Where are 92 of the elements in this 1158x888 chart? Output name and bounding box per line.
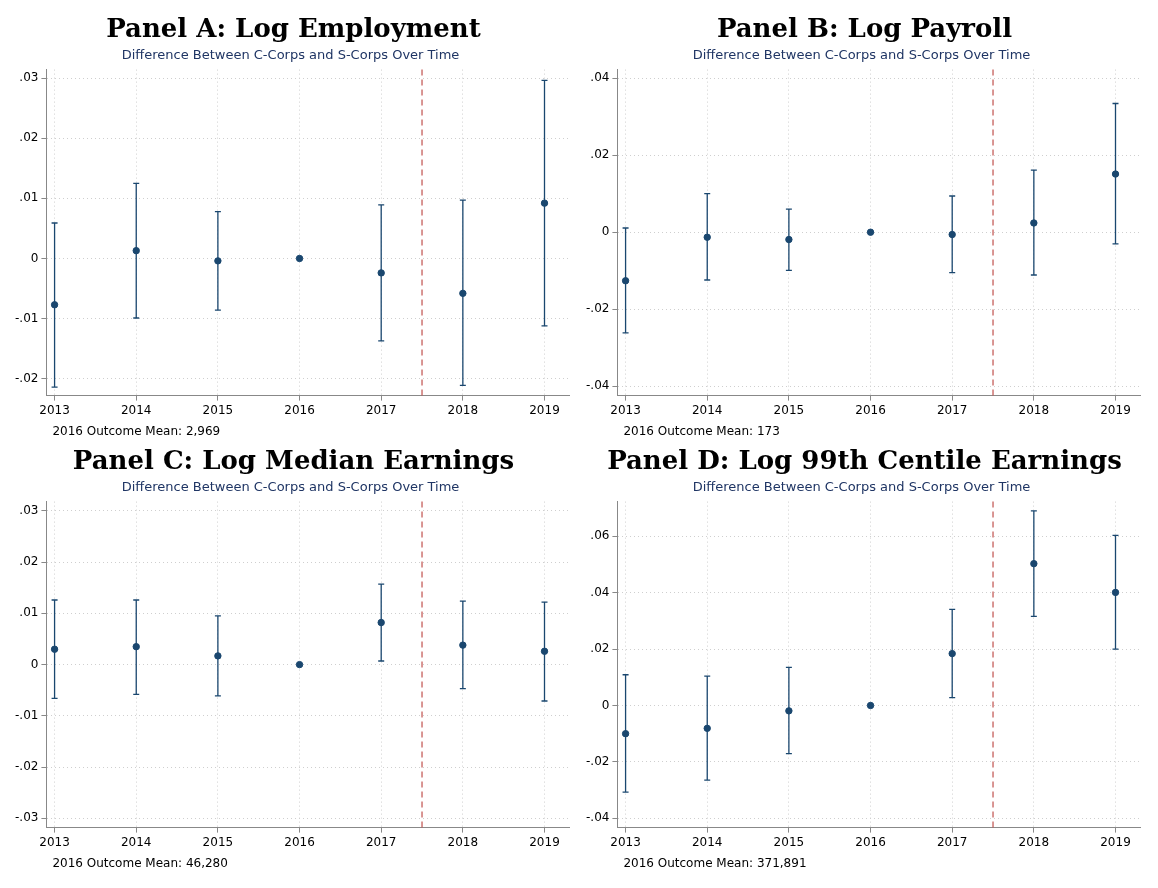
- point: [540, 199, 549, 207]
- point: [866, 228, 875, 236]
- y-tick-label: .02: [19, 554, 39, 569]
- point: [132, 642, 140, 651]
- point: [621, 729, 630, 738]
- point: [785, 235, 793, 244]
- chart-subtitle: Difference Between C-Corps and S-Corps Over Time: [692, 47, 1031, 63]
- y-tick-label: -.01: [14, 310, 39, 325]
- chart-subtitle: Difference Between C-Corps and S-Corps Over Time: [121, 47, 460, 63]
- x-tick-label: 2013: [610, 834, 641, 849]
- point: [948, 649, 956, 658]
- x-tick-label: 2019: [529, 402, 560, 417]
- y-tick-label: .03: [19, 502, 39, 517]
- x-tick-label: 2017: [365, 834, 397, 849]
- point: [459, 641, 467, 649]
- text: 2016 Outcome Mean: 46,280: [52, 856, 228, 871]
- point: [1111, 588, 1120, 597]
- x-tick-label: 2014: [691, 402, 723, 417]
- point: [459, 289, 467, 298]
- x-tick-label: 2015: [773, 834, 805, 849]
- x-tick-label: 2015: [773, 402, 805, 417]
- y-tick-label: 0: [30, 656, 39, 671]
- y-tick-label: -.04: [585, 378, 610, 393]
- y-tick-label: -.02: [14, 370, 39, 385]
- point: [214, 257, 222, 265]
- y-tick-label: .03: [19, 70, 39, 85]
- chart-title: Panel A: Log Employment: [105, 12, 482, 45]
- y-tick-label: .02: [590, 147, 610, 162]
- x-tick-label: 2017: [936, 402, 968, 417]
- x-tick-label: 2015: [202, 402, 234, 417]
- point: [214, 652, 222, 660]
- y-tick-label: -.03: [14, 810, 39, 825]
- x-tick-label: 2015: [202, 834, 234, 849]
- point: [50, 301, 59, 309]
- y-tick-label: 0: [30, 250, 39, 265]
- point: [785, 707, 793, 715]
- point: [377, 618, 385, 627]
- point: [50, 645, 59, 653]
- y-tick-label: 0: [601, 697, 610, 712]
- x-tick-label: 2016: [284, 402, 315, 417]
- text: 2016 Outcome Mean: 2,969: [52, 424, 221, 439]
- y-tick-label: -.02: [585, 754, 610, 769]
- y-tick-label: .04: [590, 584, 610, 599]
- x-tick-label: 2018: [447, 402, 479, 417]
- y-tick-label: -.02: [14, 759, 39, 774]
- x-tick-label: 2014: [120, 402, 152, 417]
- point: [703, 724, 711, 733]
- point: [1030, 219, 1038, 227]
- point: [295, 660, 304, 669]
- text: 2016 Outcome Mean: 371,891: [623, 856, 807, 871]
- chart-title: Panel B: Log Payroll: [715, 12, 1014, 45]
- x-tick-label: 2018: [1018, 834, 1050, 849]
- chart-title: Panel D: Log 99th Centile Earnings: [606, 444, 1123, 477]
- y-tick-label: .01: [19, 605, 39, 620]
- chart-subtitle: Difference Between C-Corps and S-Corps Over Time: [692, 479, 1031, 495]
- point: [1030, 559, 1038, 568]
- x-tick-label: 2016: [855, 834, 886, 849]
- x-tick-label: 2016: [284, 834, 315, 849]
- point: [295, 254, 304, 263]
- y-tick-label: .02: [590, 641, 610, 656]
- y-tick-label: -.01: [14, 707, 39, 722]
- x-tick-label: 2018: [447, 834, 479, 849]
- point: [866, 701, 875, 710]
- x-tick-label: 2017: [936, 834, 968, 849]
- x-tick-label: 2019: [1100, 402, 1131, 417]
- point: [540, 647, 549, 655]
- y-tick-label: .04: [590, 70, 610, 85]
- y-tick-label: 0: [601, 224, 610, 239]
- chart-title: Panel C: Log Median Earnings: [71, 444, 516, 477]
- text: 2016 Outcome Mean: 173: [623, 424, 780, 439]
- y-tick-label: -.04: [585, 810, 610, 825]
- point: [948, 230, 956, 239]
- y-tick-label: .06: [590, 528, 610, 543]
- x-tick-label: 2014: [691, 834, 723, 849]
- x-tick-label: 2013: [39, 834, 70, 849]
- point: [703, 233, 711, 241]
- x-tick-label: 2018: [1018, 402, 1050, 417]
- x-tick-label: 2013: [610, 402, 641, 417]
- x-tick-label: 2014: [120, 834, 152, 849]
- y-tick-label: -.02: [585, 301, 610, 316]
- x-tick-label: 2013: [39, 402, 70, 417]
- x-tick-label: 2017: [365, 402, 397, 417]
- point: [1111, 170, 1120, 178]
- x-tick-label: 2016: [855, 402, 886, 417]
- y-tick-label: .01: [19, 190, 39, 205]
- x-tick-label: 2019: [529, 834, 560, 849]
- point: [377, 269, 385, 277]
- point: [621, 277, 630, 285]
- point: [132, 246, 140, 255]
- x-tick-label: 2019: [1100, 834, 1131, 849]
- y-tick-label: .02: [19, 130, 39, 145]
- chart-subtitle: Difference Between C-Corps and S-Corps Over Time: [121, 479, 460, 495]
